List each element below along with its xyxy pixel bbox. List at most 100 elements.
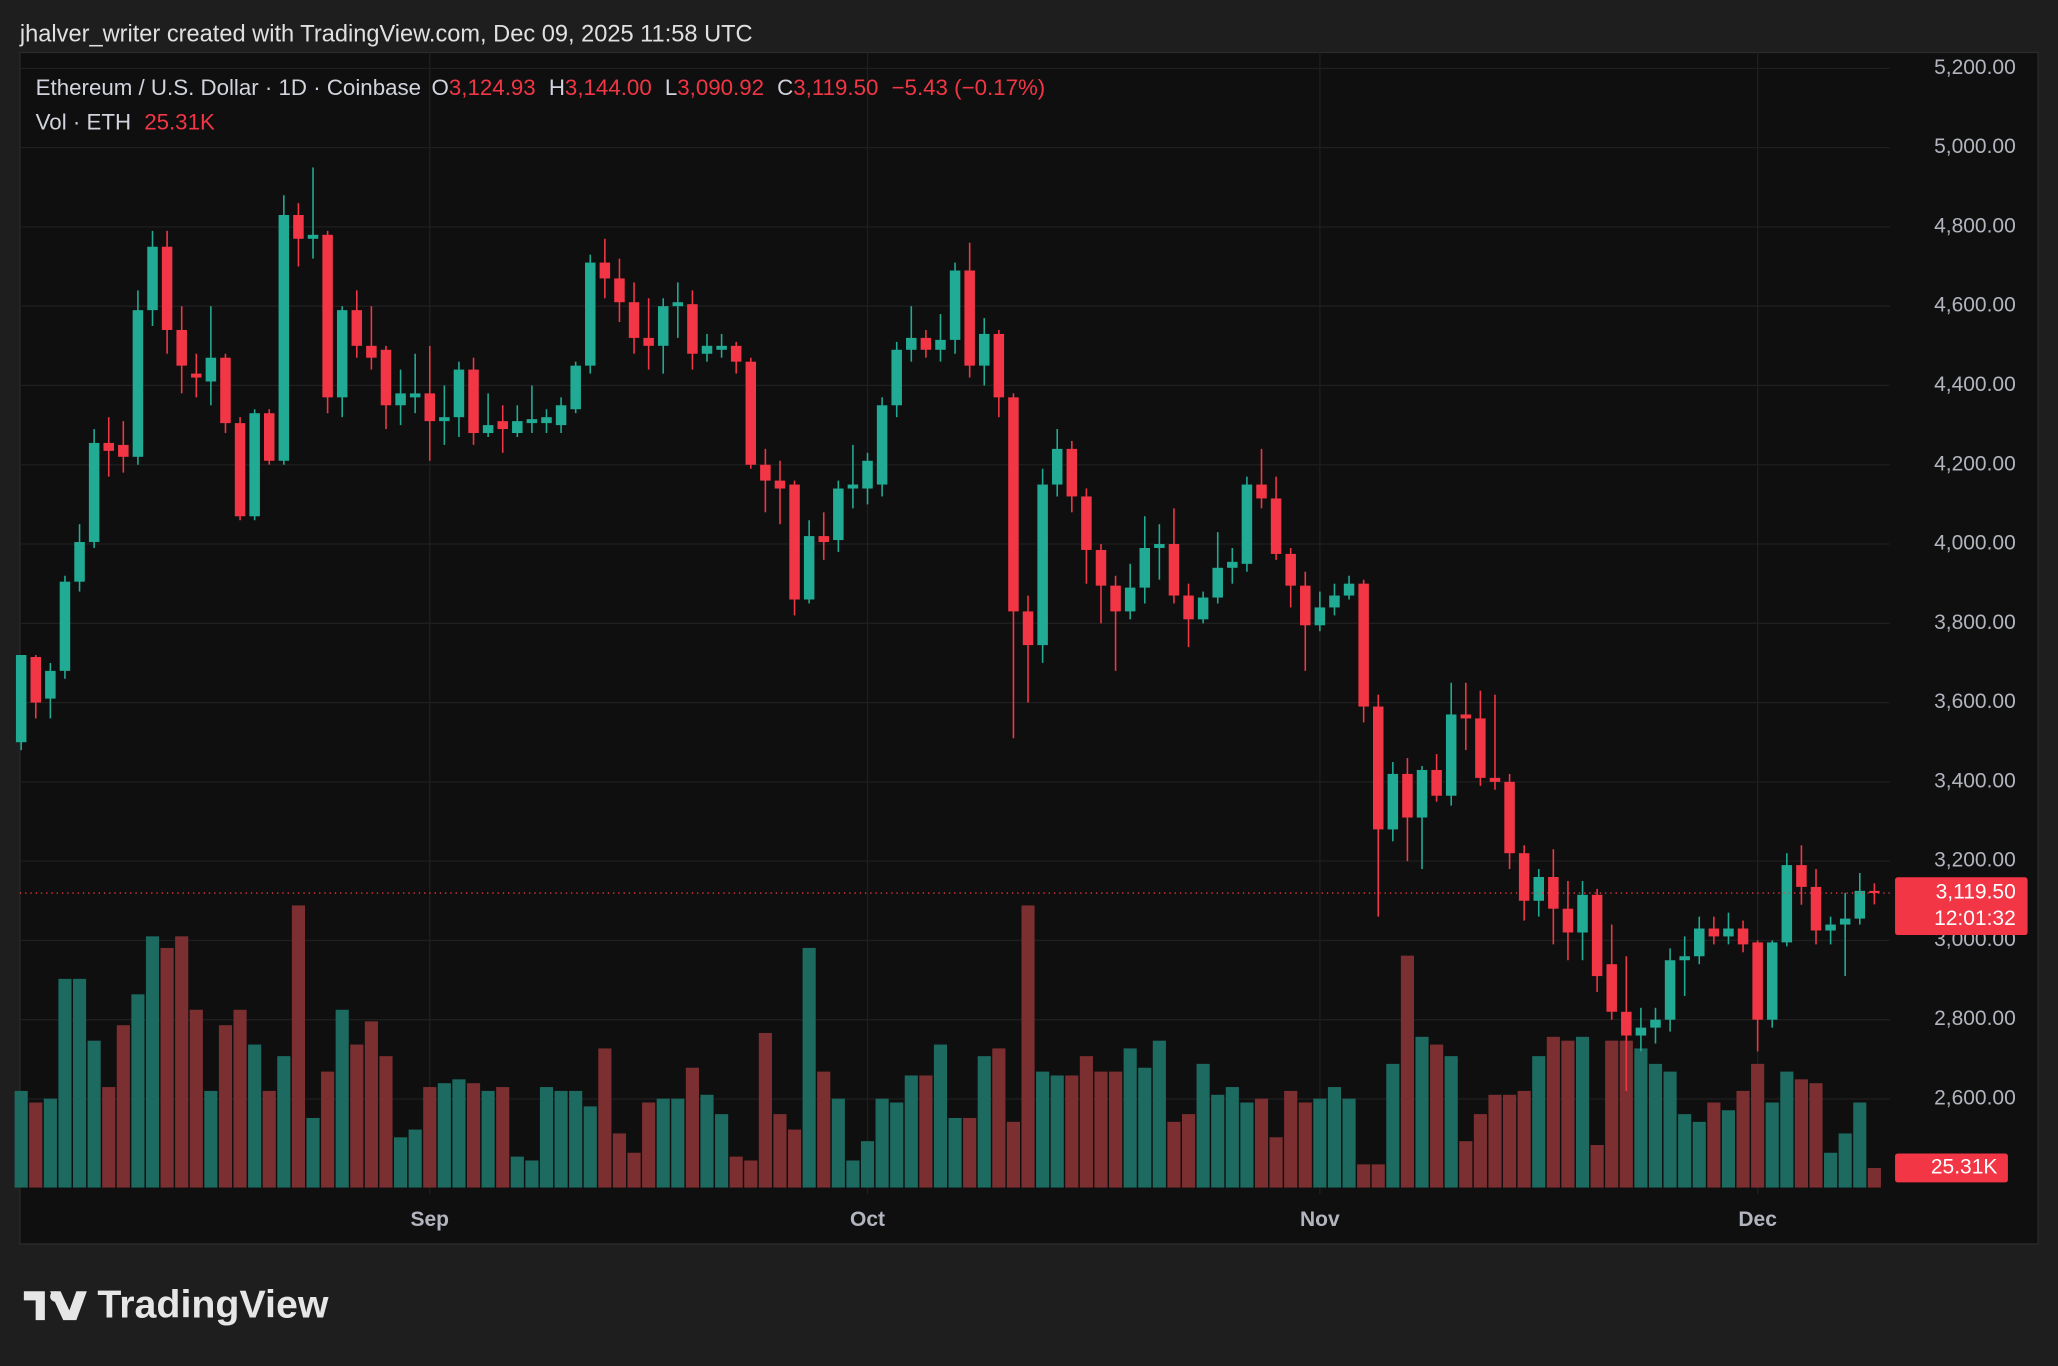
volume-bar (1794, 1079, 1808, 1188)
volume-bar (758, 1032, 772, 1188)
ohlc-value: 3,124.93 (449, 75, 536, 100)
candle-body (147, 246, 158, 311)
candle-body (1752, 942, 1763, 1020)
candle-body (1869, 890, 1880, 894)
volume-bar (1824, 1152, 1838, 1188)
candle-body (307, 234, 319, 239)
candle-body (1212, 567, 1223, 598)
candle-body (176, 329, 187, 366)
volume-bar (875, 1098, 889, 1188)
volume-bar (1284, 1090, 1298, 1188)
volume-bar (1780, 1071, 1794, 1188)
candle-body (1300, 585, 1311, 626)
candle-body (1168, 544, 1180, 596)
volume-bar (583, 1106, 597, 1188)
candle-body (541, 417, 552, 424)
candle-body (1329, 595, 1340, 608)
candle-body (161, 246, 173, 330)
candle-body (439, 417, 450, 422)
legend-header: Ethereum / U.S. Dollar · 1D · Coinbase O3… (36, 75, 1046, 100)
candle-body (1095, 549, 1107, 586)
candle-body (1504, 781, 1515, 854)
candle-body (1197, 597, 1209, 620)
ohlc-value: 3,090.92 (677, 75, 764, 100)
candle-body (1577, 894, 1588, 933)
volume-bar (890, 1102, 904, 1188)
volume-bar (364, 1021, 378, 1188)
y-tick-label: 4,200.00 (1934, 452, 2016, 475)
volume-bar (1473, 1114, 1487, 1188)
candle-body (1110, 585, 1121, 612)
candle-body (234, 423, 246, 517)
volume-bar (1152, 1040, 1166, 1188)
volume-bar (291, 905, 305, 1188)
volume-bar (1765, 1102, 1779, 1188)
volume-bar (817, 1071, 831, 1188)
volume-value: 25.31K (144, 109, 215, 134)
candle-body (891, 349, 902, 406)
brand-logo: TradingView (23, 1282, 329, 1326)
candle-body (1372, 706, 1384, 830)
volume-bar (1648, 1063, 1663, 1188)
volume-bar (744, 1160, 758, 1188)
volume-bar (1327, 1087, 1342, 1188)
volume-bar (204, 1090, 218, 1188)
candle-body (599, 262, 611, 279)
candle-body (1621, 1011, 1632, 1036)
y-tick-label: 4,800.00 (1934, 214, 2016, 237)
candle-body (88, 442, 100, 543)
y-tick-label: 5,200.00 (1934, 56, 2016, 79)
volume-bar (1751, 1063, 1765, 1188)
volume-bar (933, 1044, 948, 1188)
candle-body (409, 393, 421, 398)
volume-bar (525, 1160, 539, 1188)
candle-body (380, 349, 392, 406)
candle-body (1343, 583, 1355, 596)
candle-body (1460, 714, 1472, 719)
candle-body (1825, 924, 1836, 931)
volume-bar (1590, 1145, 1604, 1188)
volume-bar (1269, 1137, 1283, 1188)
y-tick-label: 5,000.00 (1934, 135, 2016, 158)
candle-body (453, 369, 465, 418)
candle-body (15, 655, 27, 743)
candle-body (745, 361, 757, 465)
volume-bar (218, 1025, 233, 1188)
x-tick-label: Sep (411, 1208, 450, 1231)
volume-bar (102, 1087, 116, 1188)
candle-body (687, 304, 698, 354)
ohlc-value: 3,119.50 (793, 75, 878, 100)
volume-bar (1196, 1063, 1210, 1188)
volume-bar (1503, 1094, 1517, 1188)
candle-body (1008, 397, 1019, 612)
volume-bar (131, 994, 145, 1188)
candle-body (614, 278, 625, 303)
candle-body (1358, 583, 1369, 707)
volume-bar (1342, 1098, 1356, 1188)
candle-body (730, 345, 742, 362)
candle-body (1431, 769, 1442, 796)
candle-body (497, 421, 508, 430)
candle-body (876, 405, 888, 485)
y-tick-label: 3,800.00 (1934, 611, 2016, 634)
volume-bar (612, 1133, 627, 1188)
candle-body (1694, 928, 1705, 957)
volume-bar (1867, 1167, 1881, 1188)
volume-bar (1634, 1048, 1648, 1188)
candle-body (716, 345, 727, 350)
candle-body (1664, 960, 1676, 1020)
volume-bar (394, 1137, 408, 1188)
candle-body (701, 345, 713, 354)
candle-body (30, 656, 42, 703)
volume-bar (1532, 1056, 1546, 1188)
candle-body (526, 419, 538, 424)
volume-bar (831, 1098, 845, 1188)
volume-bar (1853, 1102, 1867, 1188)
x-tick-label: Dec (1738, 1208, 1777, 1231)
candle-body (191, 373, 202, 378)
x-tick-label: Oct (850, 1208, 885, 1231)
candle-body (1402, 773, 1413, 818)
volume-bar (773, 1114, 787, 1188)
volume-bar (963, 1117, 977, 1188)
symbol-title: Ethereum / U.S. Dollar · 1D · Coinbase (36, 75, 421, 100)
